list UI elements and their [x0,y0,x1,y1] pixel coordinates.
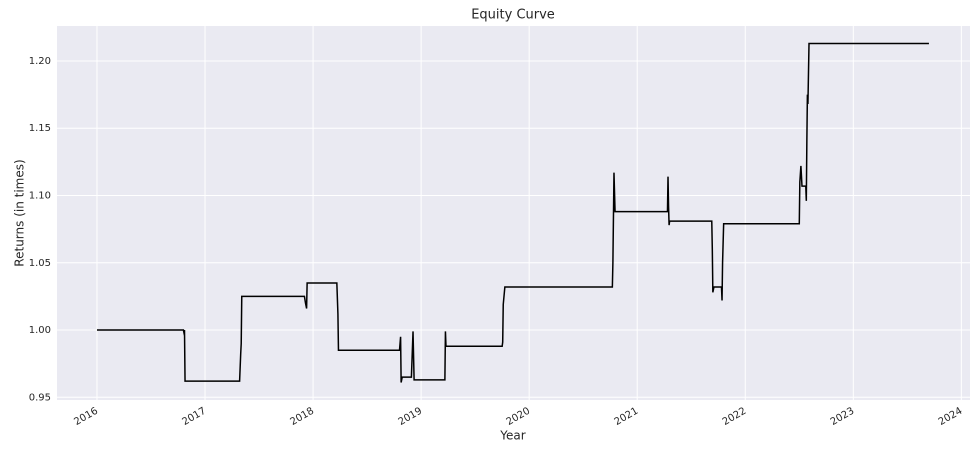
marks [96,42,929,383]
plot-area [57,26,970,400]
line-series [96,42,929,383]
y-tick-label: 1.20 [29,56,51,67]
y-tick-label: 1.10 [29,191,51,202]
x-tick-label: 2019 [397,406,425,428]
y-tick-label: 1.05 [29,258,51,269]
x-tick-label: 2023 [829,406,857,428]
x-tick-label: 2017 [180,406,208,428]
y-tick-label: 1.00 [29,325,51,336]
grid [57,26,970,400]
x-tick-label: 2024 [937,406,965,428]
x-axis-label: Year [499,429,525,443]
x-tick-label: 2018 [289,406,317,428]
x-tick-label: 2020 [505,406,533,428]
x-tick-label: 2021 [613,406,641,428]
x-tick-label: 2016 [72,406,100,428]
y-axis-label: Returns (in times) [13,159,27,266]
x-tick-label: 2022 [721,406,749,428]
y-tick-label: 1.15 [29,123,51,134]
y-tick-label: 0.95 [29,392,51,403]
chart-title: Equity Curve [471,8,555,23]
